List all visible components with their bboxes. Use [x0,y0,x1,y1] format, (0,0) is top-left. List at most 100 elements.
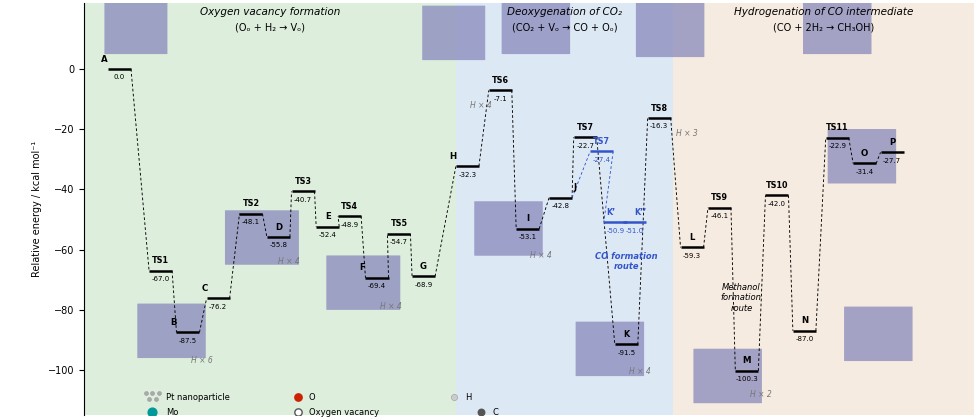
Text: M: M [743,357,751,365]
Text: TS4: TS4 [341,202,359,211]
Text: P: P [889,138,895,147]
Text: -54.7: -54.7 [390,239,408,245]
FancyBboxPatch shape [844,307,913,361]
Text: -51.0: -51.0 [625,228,644,234]
Text: -46.1: -46.1 [710,213,729,219]
Text: H × 4: H × 4 [470,101,492,110]
Text: H × 4: H × 4 [531,251,552,260]
FancyBboxPatch shape [501,0,571,54]
Text: TS6: TS6 [491,76,509,85]
Text: B: B [170,318,177,327]
Text: TS9: TS9 [711,193,728,202]
Text: -42.8: -42.8 [552,203,570,209]
FancyBboxPatch shape [636,3,704,57]
Text: -40.7: -40.7 [294,197,312,203]
Text: -7.1: -7.1 [493,96,507,102]
Text: -31.4: -31.4 [856,169,873,175]
Text: H × 2: H × 2 [749,389,772,399]
Point [290,394,306,400]
Point [145,409,160,415]
Text: H: H [448,152,456,161]
Text: -87.5: -87.5 [179,338,197,344]
Text: C: C [492,407,498,417]
Text: -69.4: -69.4 [368,283,386,289]
Point [290,409,306,415]
Text: TS11: TS11 [826,123,848,132]
Text: -27.4: -27.4 [593,157,611,163]
FancyBboxPatch shape [225,210,299,265]
Text: H × 4: H × 4 [278,257,300,266]
Text: TS1: TS1 [152,256,169,265]
FancyBboxPatch shape [422,5,486,60]
Text: K’’: K’’ [634,208,647,217]
Text: TS10: TS10 [766,181,788,190]
FancyBboxPatch shape [828,129,896,184]
Text: H × 6: H × 6 [191,357,213,365]
FancyBboxPatch shape [474,201,543,256]
Text: -91.5: -91.5 [617,350,635,356]
FancyBboxPatch shape [694,349,762,403]
FancyBboxPatch shape [803,0,871,54]
Point [145,389,160,396]
FancyBboxPatch shape [575,322,644,376]
Text: -22.9: -22.9 [828,143,846,150]
Text: Pt nanoparticle: Pt nanoparticle [166,393,230,402]
Text: A: A [102,55,108,63]
Text: E: E [324,212,330,221]
Text: -52.4: -52.4 [319,232,337,238]
Text: TS8: TS8 [651,104,667,113]
Point [446,394,461,400]
FancyBboxPatch shape [138,304,206,358]
Text: G: G [420,262,427,271]
Point [151,389,167,396]
Point [148,395,163,402]
Text: O: O [309,393,316,402]
Text: I: I [526,214,530,223]
Text: (Oₒ + H₂ → Vₒ): (Oₒ + H₂ → Vₒ) [235,22,305,32]
Text: F: F [360,263,365,273]
Point [138,389,153,396]
Text: 0.0: 0.0 [114,74,125,80]
Text: -16.3: -16.3 [650,123,668,129]
Text: -42.0: -42.0 [768,201,786,207]
Text: (CO₂ + Vₒ → CO + Oₒ): (CO₂ + Vₒ → CO + Oₒ) [512,22,617,32]
Text: Oxygen vacancy: Oxygen vacancy [309,407,379,417]
Text: K: K [623,330,629,339]
Bar [673,3,974,415]
Text: Mo: Mo [166,407,179,417]
Text: -87.0: -87.0 [795,336,814,342]
Text: -32.3: -32.3 [458,172,477,178]
Text: H × 4: H × 4 [380,302,402,311]
Text: -76.2: -76.2 [209,304,228,310]
Text: -55.8: -55.8 [270,242,287,248]
Text: C: C [201,284,208,293]
Point [142,395,157,402]
FancyBboxPatch shape [105,0,167,54]
Text: H × 3: H × 3 [676,129,698,138]
Text: TS7: TS7 [576,123,594,132]
Point [473,409,488,415]
Text: TS7: TS7 [593,137,611,146]
Text: K’: K’ [606,208,616,217]
Text: TS5: TS5 [391,219,407,228]
FancyBboxPatch shape [326,255,401,310]
Bar [84,3,456,415]
Text: -67.0: -67.0 [151,276,170,282]
Text: -68.9: -68.9 [414,282,433,288]
Text: -48.1: -48.1 [242,219,260,225]
Text: Oxygen vacancy formation: Oxygen vacancy formation [200,7,340,17]
Text: D: D [275,223,282,231]
Text: -50.9: -50.9 [607,228,624,234]
Text: -100.3: -100.3 [736,376,758,382]
Text: O: O [861,149,869,158]
Text: -48.9: -48.9 [341,222,359,228]
Text: Methanol
formation
route: Methanol formation route [721,283,762,312]
Text: -27.7: -27.7 [883,158,901,164]
Text: CO formation
route: CO formation route [595,252,658,271]
Text: Deoxygenation of CO₂: Deoxygenation of CO₂ [507,7,622,17]
Text: (CO + 2H₂ → CH₃OH): (CO + 2H₂ → CH₃OH) [773,22,874,32]
Bar [456,3,673,415]
Text: H: H [465,393,471,402]
Text: Hydrogenation of CO intermediate: Hydrogenation of CO intermediate [734,7,913,17]
Y-axis label: Relative energy / kcal mol⁻¹: Relative energy / kcal mol⁻¹ [32,141,42,277]
